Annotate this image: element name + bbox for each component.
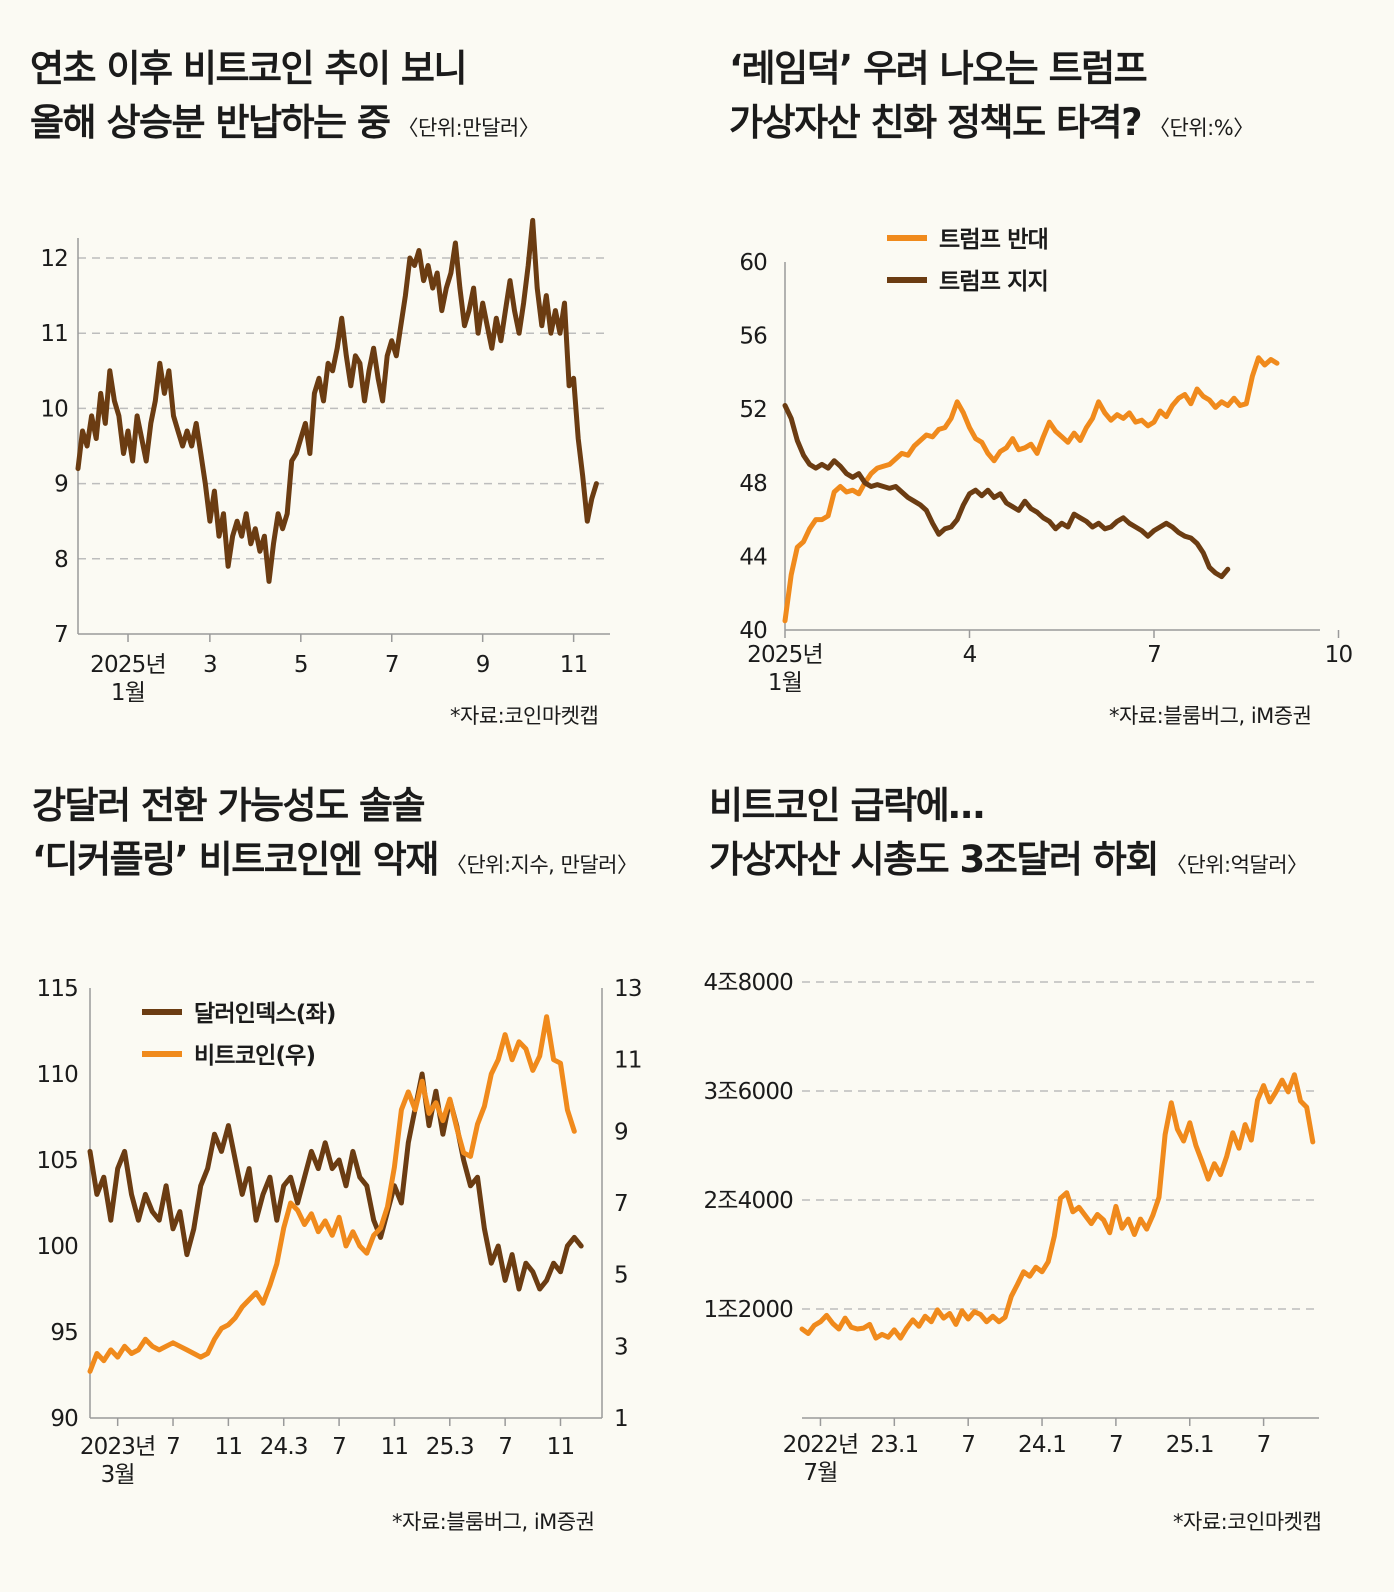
panel2-unit: 〈단위:%〉	[1149, 116, 1254, 140]
y-tick-label-right: 1	[614, 1406, 628, 1432]
panel2-title-line2: 가상자산 친화 정책도 타격? 〈단위:%〉	[729, 101, 1254, 144]
x-tick-label: 25.1	[1166, 1432, 1214, 1458]
series-line-oppose	[782, 355, 1280, 624]
y-tick-label: 48	[739, 471, 767, 497]
x-tick-label: 7	[1147, 642, 1161, 668]
y-tick-label-left: 95	[50, 1320, 78, 1346]
panel4-source: *자료:코인마켓캡	[1173, 1510, 1322, 1534]
x-tick-label: 11	[381, 1434, 409, 1460]
y-tick-label: 9	[54, 472, 68, 498]
x-tick-label: 4	[963, 642, 977, 668]
y-tick-label: 8	[54, 547, 68, 573]
y-tick-label: 40	[739, 618, 767, 644]
y-tick-label: 7	[54, 622, 68, 648]
y-tick-label: 4조8000	[703, 970, 793, 996]
x-tick-label: 10	[1325, 642, 1353, 668]
series-line-bitcoin	[87, 1014, 577, 1374]
y-tick-label: 44	[739, 544, 767, 570]
y-tick-label: 2조4000	[703, 1188, 793, 1214]
y-tick-label-right: 9	[614, 1119, 628, 1145]
x-tick-label: 7	[498, 1434, 512, 1460]
panel3-title-line2: ‘디커플링’ 비트코인엔 악재 〈단위:지수, 만달러〉	[32, 838, 638, 881]
series-line-support	[782, 403, 1231, 580]
x-tick-label: 11	[560, 652, 588, 678]
panel4-title-line1: 비트코인 급락에…	[709, 784, 985, 827]
x-tick-label: 7	[1109, 1432, 1123, 1458]
x-tick-label: 2025년	[90, 652, 166, 678]
x-tick-label: 25.3	[426, 1434, 474, 1460]
y-tick-label-right: 11	[614, 1048, 642, 1074]
y-tick-label-left: 115	[37, 976, 79, 1002]
y-tick-label-right: 13	[614, 976, 642, 1002]
y-tick-label: 10	[40, 396, 68, 422]
panel2-title-line1: ‘레임덕’ 우려 나오는 트럼프	[729, 47, 1148, 90]
legend-label: 달러인덱스(좌)	[194, 1001, 336, 1027]
panel1-title: 연초 이후 비트코인 추이 보니 올해 상승분 반납하는 중 〈단위:만달러〉	[30, 42, 540, 155]
y-tick-label-left: 90	[50, 1406, 78, 1432]
x-tick-label: 2022년	[783, 1432, 859, 1458]
x-tick-label: 11	[547, 1434, 575, 1460]
x-tick-label-line2: 7월	[803, 1460, 837, 1486]
x-tick-label-line2: 1월	[768, 670, 802, 696]
y-tick-label-right: 7	[614, 1191, 628, 1217]
panel4-title-line2: 가상자산 시총도 3조달러 하회 〈단위:억달러〉	[709, 838, 1308, 881]
panel1-source: *자료:코인마켓캡	[450, 704, 599, 728]
series-line-dollar-index	[87, 1071, 584, 1292]
panel4-unit: 〈단위:억달러〉	[1165, 853, 1308, 877]
y-tick-label: 3조6000	[703, 1079, 793, 1105]
y-tick-label-right: 5	[614, 1263, 628, 1289]
x-tick-label: 24.1	[1018, 1432, 1066, 1458]
x-tick-label-line2: 1월	[111, 680, 145, 706]
x-tick-label: 23.1	[870, 1432, 918, 1458]
x-tick-label: 9	[476, 652, 490, 678]
x-tick-label: 24.3	[260, 1434, 308, 1460]
y-tick-label-left: 110	[37, 1062, 79, 1088]
panel-dollar-index: 강달러 전환 가능성도 솔솔 ‘디커플링’ 비트코인엔 악재 〈단위:지수, 만달…	[0, 770, 697, 1592]
x-tick-label: 2023년	[80, 1434, 156, 1460]
x-tick-label-line2: 3월	[101, 1462, 135, 1488]
legend-label: 비트코인(우)	[194, 1043, 315, 1069]
y-tick-label: 60	[739, 250, 767, 276]
y-tick-label-left: 105	[37, 1148, 79, 1174]
y-tick-label-right: 3	[614, 1334, 628, 1360]
panel2-source: *자료:블룸버그, iM증권	[1109, 704, 1312, 728]
panel1-title-line2: 올해 상승분 반납하는 중 〈단위:만달러〉	[30, 101, 540, 144]
series-line-marketcap	[799, 1072, 1316, 1341]
panel-bitcoin-ytd: 연초 이후 비트코인 추이 보니 올해 상승분 반납하는 중 〈단위:만달러〉 1…	[0, 0, 697, 760]
x-tick-label: 2025년	[747, 642, 823, 668]
panel1-title-line1: 연초 이후 비트코인 추이 보니	[30, 47, 468, 90]
x-tick-label: 7	[166, 1434, 180, 1460]
legend-label: 트럼프 반대	[939, 227, 1048, 253]
y-tick-label: 56	[739, 324, 767, 350]
panel1-unit: 〈단위:만달러〉	[397, 116, 540, 140]
panel3-title-line1: 강달러 전환 가능성도 솔솔	[32, 784, 426, 827]
y-tick-label: 1조2000	[703, 1297, 793, 1323]
x-tick-label: 7	[961, 1432, 975, 1458]
x-tick-label: 7	[385, 652, 399, 678]
panel-crypto-marketcap: 비트코인 급락에… 가상자산 시총도 3조달러 하회 〈단위:억달러〉 4조800…	[697, 770, 1394, 1592]
series-line-bitcoin	[75, 217, 599, 584]
y-tick-label-left: 100	[37, 1234, 79, 1260]
x-tick-label: 3	[203, 652, 217, 678]
y-tick-label: 11	[40, 321, 68, 347]
x-tick-label: 11	[215, 1434, 243, 1460]
x-tick-label: 7	[332, 1434, 346, 1460]
panel3-source: *자료:블룸버그, iM증권	[392, 1510, 595, 1534]
panel-trump-approval: ‘레임덕’ 우려 나오는 트럼프 가상자산 친화 정책도 타격? 〈단위:%〉 6…	[697, 0, 1394, 760]
panel3-title: 강달러 전환 가능성도 솔솔 ‘디커플링’ 비트코인엔 악재 〈단위:지수, 만달…	[32, 779, 638, 892]
x-tick-label: 5	[294, 652, 308, 678]
panel2-title: ‘레임덕’ 우려 나오는 트럼프 가상자산 친화 정책도 타격? 〈단위:%〉	[729, 42, 1254, 155]
panel4-title: 비트코인 급락에… 가상자산 시총도 3조달러 하회 〈단위:억달러〉	[709, 779, 1308, 892]
y-tick-label: 52	[739, 397, 767, 423]
legend-label: 트럼프 지지	[939, 269, 1048, 295]
panel3-unit: 〈단위:지수, 만달러〉	[445, 853, 638, 877]
x-tick-label: 7	[1257, 1432, 1271, 1458]
y-tick-label: 12	[40, 246, 68, 272]
